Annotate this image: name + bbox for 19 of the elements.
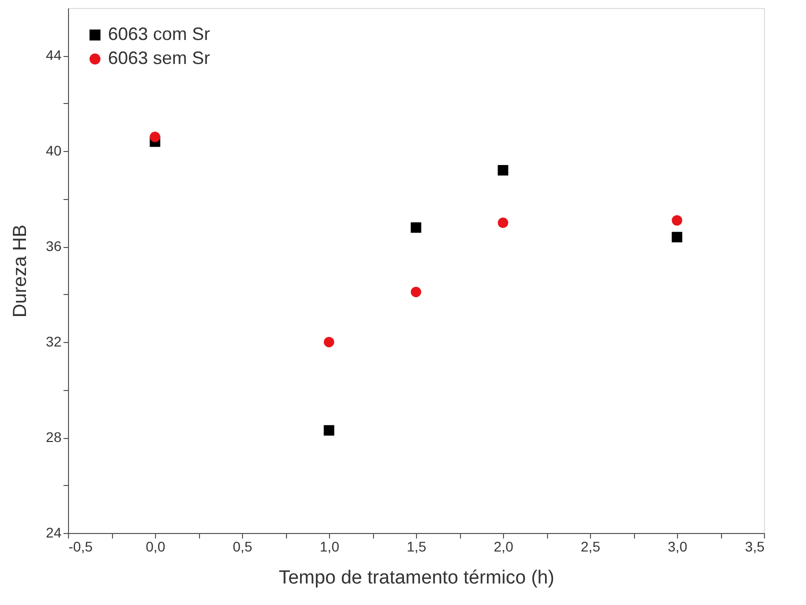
y-tick-label: 44 <box>46 47 62 64</box>
x-tick-label: 2,5 <box>580 538 600 554</box>
y-tick-label: 32 <box>46 334 62 350</box>
y-tick-label: 28 <box>46 429 62 446</box>
y-tick-label: 36 <box>46 238 62 254</box>
legend-label: 6063 sem Sr <box>108 48 210 68</box>
y-axis-title: Dureza HB <box>10 224 31 318</box>
y-tick-label: 40 <box>46 142 62 159</box>
y-tick-label: 24 <box>46 524 62 540</box>
x-tick-label: 0,5 <box>232 538 252 554</box>
x-tick-label: 0,0 <box>146 538 166 554</box>
x-tick-label: 3,5 <box>745 538 765 554</box>
x-tick-label: 3,0 <box>668 538 688 554</box>
x-tick-label: 2,0 <box>494 538 514 554</box>
x-tick-label: 1,5 <box>406 538 426 554</box>
x-tick-label: -0,5 <box>68 538 93 554</box>
x-tick-label: 1,0 <box>320 538 340 554</box>
legend-label: 6063 com Sr <box>108 24 210 44</box>
x-axis-title: Tempo de tratamento térmico (h) <box>278 568 554 588</box>
